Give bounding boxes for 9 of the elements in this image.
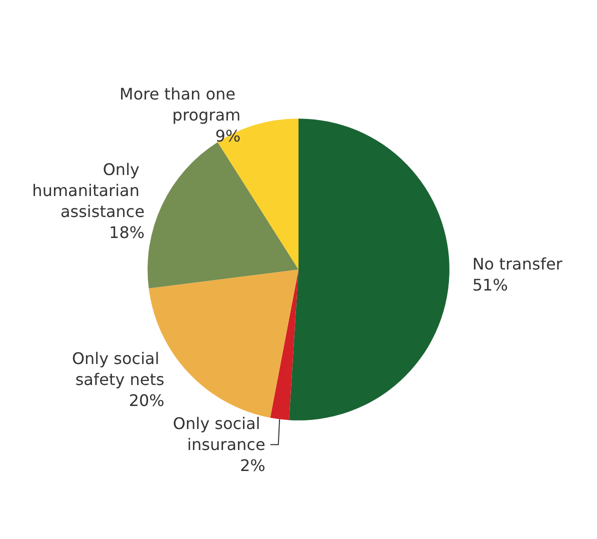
slice-label: Only social insurance bbox=[172, 414, 266, 454]
slice-label: Only social safety nets bbox=[72, 349, 164, 390]
slice-label: No transfer bbox=[472, 254, 563, 274]
data-label: 51% bbox=[472, 276, 508, 295]
slice-label: Only humanitarian assistance bbox=[32, 160, 145, 221]
data-label: 20% bbox=[128, 391, 164, 410]
slice-label: More than one program bbox=[120, 84, 241, 124]
data-label: 18% bbox=[109, 222, 145, 242]
data-label: 2% bbox=[240, 456, 266, 476]
